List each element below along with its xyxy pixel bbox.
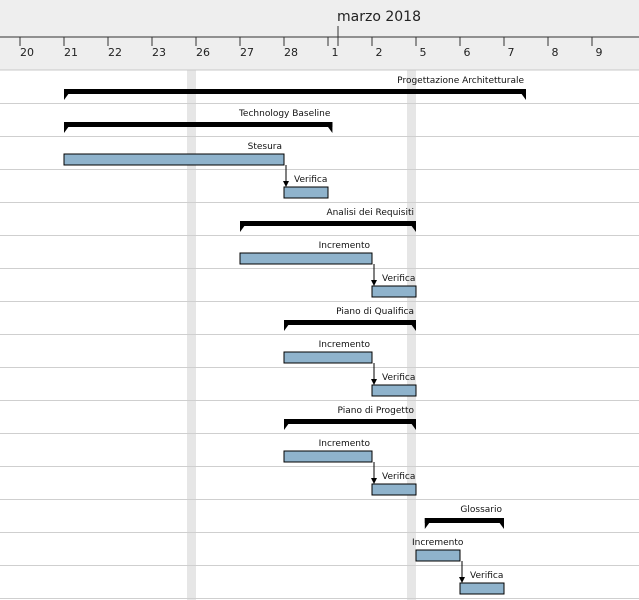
summary-left-cap — [284, 320, 292, 331]
summary-left-cap — [424, 518, 433, 529]
task-label: Stesura — [248, 142, 282, 152]
day-label: 28 — [284, 46, 298, 59]
task-row-6[interactable]: Verifica — [371, 264, 417, 298]
task-label: Incremento — [319, 340, 371, 350]
month-label: marzo 2018 — [337, 9, 421, 25]
task-row-12[interactable]: Verifica — [371, 462, 417, 496]
task-bar[interactable] — [283, 351, 373, 364]
task-bar[interactable] — [371, 285, 417, 298]
summary-task-row-0[interactable]: Progettazione Architetturale — [64, 76, 526, 100]
summary-left-cap — [284, 419, 292, 430]
day-label: 7 — [508, 46, 515, 59]
task-row-14[interactable]: Incremento — [412, 538, 464, 562]
timeline-header: marzo 2018 20 21 22 23 26 27 28 1 2 5 6 7 8 9 — [0, 0, 639, 71]
task-bar[interactable] — [63, 153, 285, 166]
task-label: Piano di Progetto — [338, 406, 415, 416]
task-row-2[interactable]: Stesura — [63, 142, 285, 166]
task-label: Verifica — [470, 571, 503, 581]
summary-left-cap — [64, 122, 72, 133]
dependency-arrow-icon — [371, 478, 377, 484]
day-label: 26 — [196, 46, 210, 59]
summary-task-row-7[interactable]: Piano di Qualifica — [284, 307, 416, 331]
summary-left-cap — [64, 89, 72, 100]
day-label: 5 — [420, 46, 427, 59]
summary-task-row-13[interactable]: Glossario — [424, 505, 504, 529]
summary-bar[interactable] — [284, 419, 416, 424]
summary-right-cap — [408, 221, 416, 232]
summary-bar[interactable] — [64, 89, 526, 94]
task-label: Incremento — [412, 538, 464, 548]
summary-right-cap — [324, 122, 333, 133]
day-label: 8 — [552, 46, 559, 59]
dependency-arrow-icon — [459, 577, 465, 583]
day-label: 6 — [464, 46, 471, 59]
summary-bar[interactable] — [284, 320, 416, 325]
dependency-arrow-icon — [371, 379, 377, 385]
task-label: Glossario — [460, 505, 502, 515]
summary-bar[interactable] — [240, 221, 416, 226]
task-bars: Progettazione Architetturale Technology B… — [63, 76, 526, 595]
summary-task-row-1[interactable]: Technology Baseline — [64, 109, 333, 133]
day-label: 9 — [596, 46, 603, 59]
task-label: Piano di Qualifica — [336, 307, 414, 317]
task-bar[interactable] — [371, 384, 417, 397]
task-bar[interactable] — [283, 186, 329, 199]
summary-bar[interactable] — [424, 518, 504, 523]
header-background — [0, 0, 639, 70]
summary-task-row-10[interactable]: Piano di Progetto — [284, 406, 416, 430]
day-ticks: 20 21 22 23 26 27 28 1 2 5 6 7 8 9 — [19, 37, 603, 59]
task-bar[interactable] — [283, 450, 373, 463]
task-row-5[interactable]: Incremento — [239, 241, 373, 265]
task-row-9[interactable]: Verifica — [371, 363, 417, 397]
summary-right-cap — [496, 518, 504, 529]
task-row-8[interactable]: Incremento — [283, 340, 373, 364]
task-label: Incremento — [319, 439, 371, 449]
task-bar[interactable] — [239, 252, 373, 265]
summary-right-cap — [518, 89, 526, 100]
task-row-11[interactable]: Incremento — [283, 439, 373, 463]
day-label: 22 — [108, 46, 122, 59]
day-label: 2 — [376, 46, 383, 59]
task-row-3[interactable]: Verifica — [283, 165, 329, 199]
summary-right-cap — [408, 419, 416, 430]
task-bar[interactable] — [415, 549, 461, 562]
task-bar[interactable] — [459, 582, 505, 595]
summary-bar[interactable] — [64, 122, 333, 127]
day-label: 23 — [152, 46, 166, 59]
task-bar[interactable] — [371, 483, 417, 496]
day-label: 27 — [240, 46, 254, 59]
task-label: Verifica — [382, 373, 415, 383]
dependency-arrow-icon — [371, 280, 377, 286]
task-label: Progettazione Architetturale — [397, 76, 524, 86]
dependency-arrow-icon — [283, 181, 289, 187]
day-label: 1 — [332, 46, 339, 59]
task-label: Verifica — [382, 274, 415, 284]
task-label: Verifica — [382, 472, 415, 482]
task-label: Analisi dei Requisiti — [326, 208, 414, 218]
task-row-15[interactable]: Verifica — [459, 561, 505, 595]
row-separators — [0, 103, 639, 599]
task-label: Verifica — [294, 175, 327, 185]
summary-left-cap — [240, 221, 248, 232]
task-label: Incremento — [319, 241, 371, 251]
task-label: Technology Baseline — [238, 109, 331, 119]
summary-right-cap — [408, 320, 416, 331]
day-label: 20 — [20, 46, 34, 59]
day-label: 21 — [64, 46, 78, 59]
summary-task-row-4[interactable]: Analisi dei Requisiti — [240, 208, 416, 232]
